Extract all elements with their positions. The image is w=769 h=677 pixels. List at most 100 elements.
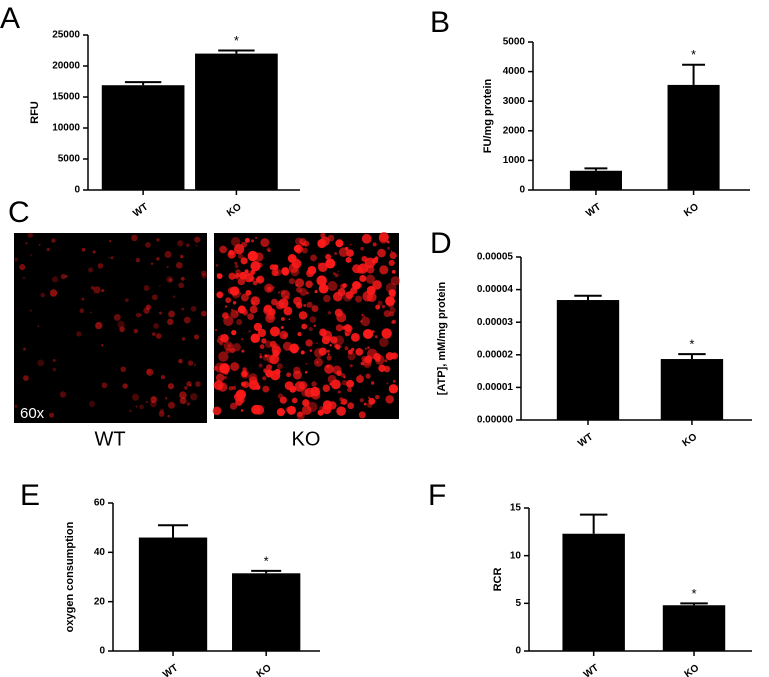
cell <box>145 400 149 404</box>
bar <box>667 84 720 190</box>
cell <box>14 257 19 262</box>
cell <box>297 332 302 337</box>
cell <box>164 250 172 259</box>
cell <box>293 345 296 348</box>
cell <box>359 398 364 403</box>
cell <box>49 412 55 418</box>
cell <box>311 305 319 313</box>
cell <box>385 296 395 307</box>
x-tick-label: KO <box>225 201 244 219</box>
panel-letter: C <box>8 196 30 229</box>
cell <box>304 387 315 398</box>
cell <box>318 283 329 294</box>
cell <box>375 356 381 362</box>
y-tick-label: 0.00004 <box>477 284 514 295</box>
cell <box>300 350 305 355</box>
cell <box>286 372 292 378</box>
cell <box>109 239 112 243</box>
cell <box>316 275 327 286</box>
cell <box>390 250 393 253</box>
cell <box>360 246 364 251</box>
cell <box>166 276 174 284</box>
cell <box>362 356 372 367</box>
cell <box>27 232 34 238</box>
cell <box>37 325 40 327</box>
cell <box>391 269 396 274</box>
cell <box>359 374 362 376</box>
cell <box>120 366 127 373</box>
cell <box>257 328 267 338</box>
cell <box>337 288 346 297</box>
cell <box>260 238 270 248</box>
cell <box>179 397 187 405</box>
cell <box>135 312 141 318</box>
cell <box>322 404 332 415</box>
cell <box>341 325 347 330</box>
cell <box>239 271 247 280</box>
cell <box>234 261 238 265</box>
cell <box>341 380 348 386</box>
cell <box>377 248 386 258</box>
cell <box>296 286 302 293</box>
y-tick-label: 1000 <box>503 155 526 166</box>
cell <box>156 238 160 242</box>
cell <box>386 240 390 244</box>
cell <box>365 373 371 379</box>
cell <box>347 402 355 410</box>
cell <box>81 247 86 252</box>
cell <box>201 273 207 279</box>
cell <box>155 333 162 339</box>
cell <box>254 252 264 262</box>
cell <box>337 390 341 394</box>
cell <box>271 343 280 352</box>
cell <box>359 274 367 283</box>
cell <box>201 310 207 317</box>
cell <box>364 257 376 269</box>
cell <box>361 355 368 362</box>
cell <box>375 304 381 310</box>
bar <box>660 359 724 420</box>
cell <box>223 315 234 326</box>
cell <box>261 338 267 344</box>
cell <box>230 309 239 319</box>
cell <box>330 336 338 344</box>
cell <box>241 337 244 341</box>
cell <box>301 242 306 246</box>
cell <box>296 411 305 420</box>
cell <box>321 336 331 345</box>
y-tick-label: 25000 <box>52 30 80 41</box>
cell <box>178 282 184 289</box>
cell <box>51 276 59 283</box>
cell <box>385 395 394 404</box>
cell <box>242 381 250 389</box>
cell <box>334 252 338 256</box>
cell <box>194 236 201 243</box>
cell <box>329 382 332 386</box>
panel-letter: B <box>430 6 450 39</box>
cell <box>326 355 332 361</box>
y-tick-label: 40 <box>94 547 106 558</box>
cell <box>346 379 354 388</box>
cell <box>79 308 85 313</box>
cell <box>306 301 313 308</box>
cell <box>277 393 284 399</box>
cell <box>233 243 245 255</box>
cell <box>232 301 237 305</box>
cell <box>167 414 170 418</box>
cell <box>178 358 183 364</box>
cell <box>281 267 290 276</box>
y-axis-label: FU/mg protein <box>482 78 494 153</box>
cell <box>232 343 241 352</box>
panel-letter: F <box>428 479 446 512</box>
cell <box>146 368 154 376</box>
cell <box>360 361 365 366</box>
cell <box>214 362 226 373</box>
cell <box>88 400 96 408</box>
cell <box>335 324 344 332</box>
cell <box>344 346 349 351</box>
cell <box>384 359 388 363</box>
cell <box>168 310 175 318</box>
cell <box>316 360 320 364</box>
cell <box>255 277 261 283</box>
cell <box>316 342 318 345</box>
